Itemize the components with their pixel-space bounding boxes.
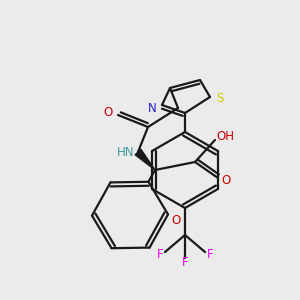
Text: OH: OH <box>216 130 234 142</box>
Text: N: N <box>148 101 156 115</box>
Text: F: F <box>207 248 213 260</box>
Text: S: S <box>216 92 224 106</box>
Text: F: F <box>157 248 163 260</box>
Text: O: O <box>221 173 231 187</box>
Text: O: O <box>103 106 112 119</box>
Text: HN: HN <box>117 146 135 160</box>
Text: O: O <box>171 214 181 226</box>
Text: F: F <box>182 256 188 268</box>
Polygon shape <box>135 149 155 170</box>
